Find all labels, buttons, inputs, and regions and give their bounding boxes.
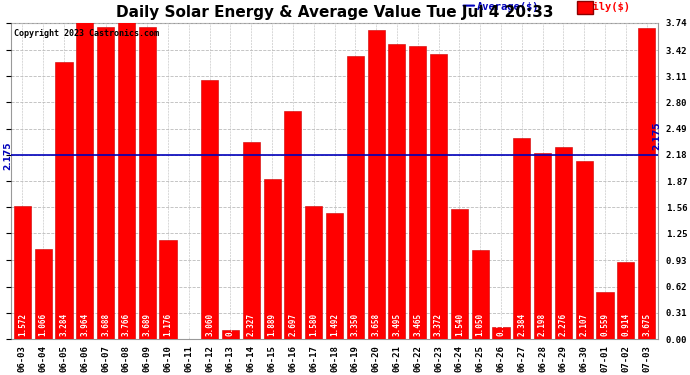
- Bar: [139, 27, 156, 339]
- Text: 3.766: 3.766: [122, 313, 131, 336]
- Bar: [618, 262, 634, 339]
- Bar: [575, 161, 593, 339]
- Text: 2.107: 2.107: [580, 313, 589, 336]
- Text: 2.175: 2.175: [653, 122, 662, 150]
- Bar: [77, 4, 93, 339]
- Text: 2.198: 2.198: [538, 313, 547, 336]
- Text: 0.103: 0.103: [226, 313, 235, 336]
- FancyBboxPatch shape: [577, 1, 593, 13]
- Bar: [159, 240, 177, 339]
- Bar: [243, 142, 260, 339]
- Bar: [326, 213, 343, 339]
- Bar: [555, 147, 572, 339]
- Text: 3.372: 3.372: [434, 313, 443, 336]
- Bar: [305, 206, 322, 339]
- Text: 3.675: 3.675: [642, 313, 651, 336]
- Bar: [388, 44, 406, 339]
- Text: 3.964: 3.964: [80, 313, 89, 336]
- Text: 2.697: 2.697: [288, 313, 297, 336]
- Bar: [513, 138, 531, 339]
- Bar: [97, 27, 114, 339]
- Text: 2.384: 2.384: [518, 313, 526, 336]
- Text: 3.284: 3.284: [59, 313, 68, 336]
- Bar: [34, 249, 52, 339]
- Text: 1.889: 1.889: [268, 313, 277, 336]
- Bar: [409, 46, 426, 339]
- Bar: [201, 81, 218, 339]
- Bar: [14, 206, 31, 339]
- Text: 3.350: 3.350: [351, 313, 359, 336]
- Text: 0.000: 0.000: [184, 313, 193, 336]
- Text: 1.176: 1.176: [164, 313, 172, 336]
- Text: 1.066: 1.066: [39, 313, 48, 336]
- Text: Copyright 2023 Castronics.com: Copyright 2023 Castronics.com: [14, 29, 159, 38]
- Text: Average($): Average($): [477, 2, 540, 12]
- Bar: [347, 56, 364, 339]
- Bar: [534, 153, 551, 339]
- Text: 3.465: 3.465: [413, 313, 422, 336]
- Bar: [451, 209, 468, 339]
- Text: 3.060: 3.060: [205, 313, 214, 336]
- Bar: [493, 327, 509, 339]
- Bar: [368, 30, 384, 339]
- Bar: [596, 292, 613, 339]
- Text: 1.492: 1.492: [330, 313, 339, 336]
- Text: 0.559: 0.559: [600, 313, 609, 336]
- Bar: [55, 62, 72, 339]
- Text: 1.540: 1.540: [455, 313, 464, 336]
- Bar: [472, 251, 489, 339]
- Text: 3.689: 3.689: [143, 313, 152, 336]
- Text: 0.914: 0.914: [621, 313, 631, 336]
- Text: 3.495: 3.495: [393, 313, 402, 336]
- Bar: [118, 21, 135, 339]
- Text: 1.050: 1.050: [475, 313, 484, 336]
- Bar: [264, 180, 281, 339]
- Text: 3.688: 3.688: [101, 313, 110, 336]
- Text: 0.143: 0.143: [497, 313, 506, 336]
- Bar: [430, 54, 447, 339]
- Bar: [284, 111, 302, 339]
- Text: Daily($): Daily($): [580, 2, 631, 12]
- Text: 2.175: 2.175: [3, 141, 12, 170]
- Text: 2.276: 2.276: [559, 313, 568, 336]
- Title: Daily Solar Energy & Average Value Tue Jul 4 20:33: Daily Solar Energy & Average Value Tue J…: [116, 5, 553, 20]
- Text: 1.580: 1.580: [309, 313, 318, 336]
- Text: 1.572: 1.572: [18, 313, 27, 336]
- Bar: [222, 330, 239, 339]
- Text: 2.327: 2.327: [247, 313, 256, 336]
- Text: 3.658: 3.658: [372, 313, 381, 336]
- Bar: [638, 28, 655, 339]
